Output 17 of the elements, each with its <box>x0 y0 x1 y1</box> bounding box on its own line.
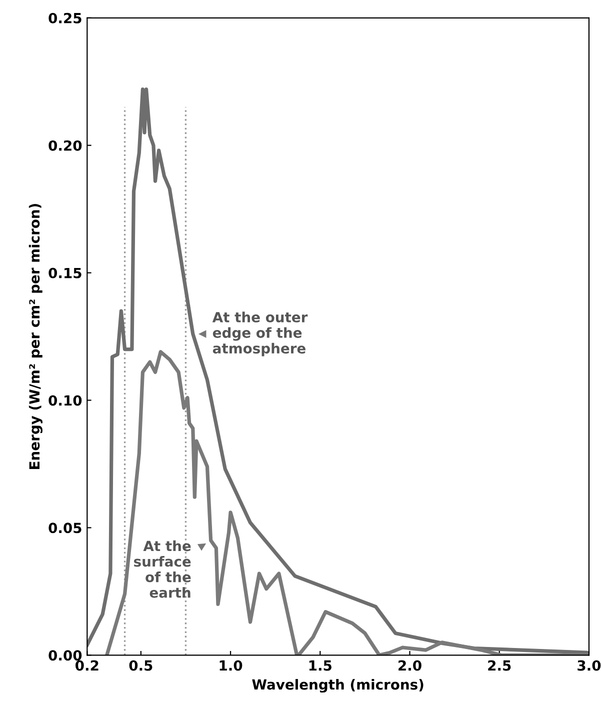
x-tick-label: 2.5 <box>488 660 511 671</box>
x-tick-label: 2.0 <box>398 660 422 671</box>
x-tick-label: 0.5 <box>129 660 152 671</box>
y-tick-label: 0.10 <box>48 395 82 406</box>
y-axis-title: Energy (W/m² per cm² per micron) <box>28 204 42 469</box>
x-tick-label: 1.5 <box>309 660 332 671</box>
y-tick-label: 0.25 <box>48 12 82 24</box>
annotation: At the outer edge of the atmosphere <box>212 312 308 356</box>
y-tick-label: 0.00 <box>48 650 82 661</box>
x-tick-label: 0.2 <box>76 660 98 671</box>
y-tick-label: 0.20 <box>48 140 82 151</box>
x-tick-label: 1.0 <box>220 660 242 671</box>
y-tick-label: 0.05 <box>48 522 82 534</box>
annotation: At the surface of the earth <box>134 540 191 598</box>
x-axis-title: Wavelength (microns) <box>252 679 424 693</box>
y-tick-label: 0.15 <box>48 268 82 278</box>
x-tick-label: 3.0 <box>578 660 601 671</box>
